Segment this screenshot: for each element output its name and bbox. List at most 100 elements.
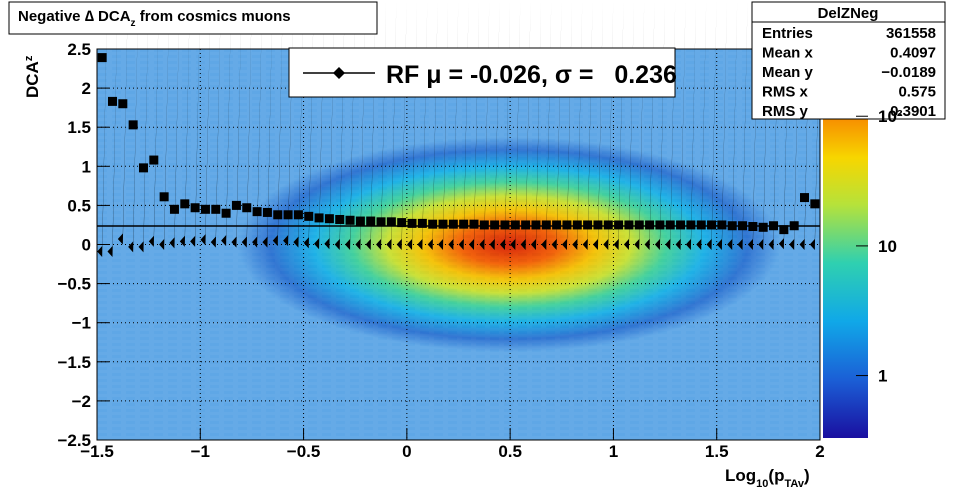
- square-marker: [252, 207, 262, 217]
- square-marker: [118, 99, 128, 109]
- square-marker: [479, 220, 489, 230]
- square-marker: [593, 220, 603, 230]
- x-tick-label: −1.5: [80, 442, 114, 461]
- stats-label: Entries: [762, 25, 813, 42]
- square-marker: [459, 219, 469, 229]
- stats-title: DelZNeg: [818, 5, 879, 22]
- x-tick-label: 0.5: [498, 442, 522, 461]
- y-tick-label: −2: [72, 392, 91, 411]
- square-marker: [727, 221, 737, 231]
- square-marker: [748, 222, 758, 232]
- square-marker: [686, 220, 696, 230]
- chart-title: Negative ∆ DCAz from cosmics muons: [18, 8, 291, 29]
- square-marker: [789, 221, 799, 231]
- y-axis-label: DCAz: [23, 55, 42, 98]
- square-marker: [211, 204, 221, 214]
- square-marker: [242, 203, 252, 213]
- square-marker: [428, 219, 438, 229]
- stats-label: RMS y: [762, 103, 809, 120]
- square-marker: [386, 217, 396, 227]
- square-marker: [490, 220, 500, 230]
- y-tick-label: −0.5: [57, 275, 91, 294]
- square-marker: [107, 96, 117, 106]
- square-marker: [407, 218, 417, 228]
- square-marker: [293, 210, 303, 220]
- square-marker: [231, 200, 241, 210]
- y-tick-label: 1: [82, 157, 91, 176]
- z-tick-label: 10²: [878, 107, 903, 126]
- square-marker: [438, 219, 448, 229]
- square-marker: [717, 220, 727, 230]
- square-marker: [128, 120, 138, 130]
- square-marker: [665, 220, 675, 230]
- square-marker: [531, 220, 541, 230]
- stats-label: RMS x: [762, 84, 809, 101]
- square-marker: [417, 218, 427, 228]
- stats-value: 361558: [886, 25, 936, 42]
- square-marker: [614, 220, 624, 230]
- stats-value: −0.0189: [881, 64, 936, 81]
- y-tick-label: 2.5: [67, 40, 91, 59]
- square-marker: [366, 216, 376, 226]
- y-tick-label: −1: [72, 314, 91, 333]
- square-marker: [510, 220, 520, 230]
- square-marker: [304, 211, 314, 221]
- square-marker: [273, 210, 283, 220]
- stats-value: 0.3901: [890, 103, 936, 120]
- stats-value: 0.575: [898, 84, 936, 101]
- title-box: [8, 1, 378, 35]
- square-marker: [500, 220, 510, 230]
- square-marker: [603, 220, 613, 230]
- square-marker: [221, 208, 231, 218]
- y-tick-label: 1.5: [67, 118, 91, 137]
- square-marker: [324, 214, 334, 224]
- square-marker: [159, 192, 169, 202]
- square-marker: [707, 220, 717, 230]
- y-tick-label: 0: [82, 236, 91, 255]
- square-marker: [335, 214, 345, 224]
- square-marker: [572, 220, 582, 230]
- stats-label: Mean y: [762, 64, 814, 81]
- square-marker: [645, 220, 655, 230]
- square-marker: [469, 219, 479, 229]
- square-marker: [769, 221, 779, 231]
- square-marker: [676, 220, 686, 230]
- y-tick-label: 0.5: [67, 196, 91, 215]
- x-axis-label: Log10(pTAv): [725, 466, 810, 488]
- square-marker: [169, 204, 179, 214]
- x-tick-label: 1: [609, 442, 618, 461]
- square-marker: [314, 213, 324, 223]
- square-marker: [97, 53, 107, 63]
- z-tick-label: 1: [878, 367, 887, 386]
- square-marker: [180, 199, 190, 209]
- x-tick-label: 2: [815, 442, 824, 461]
- square-marker: [138, 163, 148, 173]
- square-marker: [779, 225, 789, 235]
- square-marker: [624, 220, 634, 230]
- square-marker: [655, 220, 665, 230]
- y-tick-label: −1.5: [57, 353, 91, 372]
- y-tick-label: 2: [82, 79, 91, 98]
- z-tick-label: 10: [878, 237, 897, 256]
- square-marker: [810, 199, 820, 209]
- x-tick-label: 0: [402, 442, 411, 461]
- square-marker: [800, 193, 810, 203]
- square-marker: [190, 203, 200, 213]
- x-tick-label: −1: [191, 442, 210, 461]
- square-marker: [562, 220, 572, 230]
- square-marker: [738, 221, 748, 231]
- x-tick-label: 1.5: [705, 442, 729, 461]
- square-marker: [376, 217, 386, 227]
- square-marker: [541, 220, 551, 230]
- square-marker: [634, 220, 644, 230]
- legend-entry: RF μ = -0.026, σ = 0.236: [386, 61, 677, 89]
- square-marker: [521, 220, 531, 230]
- square-marker: [397, 218, 407, 228]
- stats-label: Mean x: [762, 45, 814, 62]
- square-marker: [355, 216, 365, 226]
- square-marker: [696, 220, 706, 230]
- square-marker: [758, 222, 768, 232]
- square-marker: [200, 204, 210, 214]
- square-marker: [583, 220, 593, 230]
